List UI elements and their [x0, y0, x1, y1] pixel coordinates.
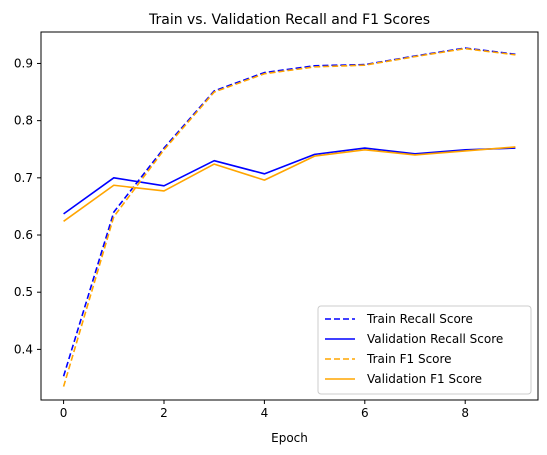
- legend-label: Validation F1 Score: [367, 372, 482, 386]
- y-tick-label: 0.6: [14, 228, 33, 242]
- y-tick-label: 0.7: [14, 171, 33, 185]
- y-tick-label: 0.5: [14, 285, 33, 299]
- legend: Train Recall Score Validation Recall Scor…: [317, 305, 532, 395]
- legend-label: Train F1 Score: [366, 352, 452, 366]
- y-tick-label: 0.9: [14, 56, 33, 70]
- y-tick-label: 0.4: [14, 342, 33, 356]
- x-tick-label: 6: [361, 406, 369, 420]
- x-axis-label: Epoch: [271, 431, 308, 445]
- x-tick-label: 8: [461, 406, 469, 420]
- series-line-validation-recall-score: [63, 147, 516, 215]
- x-tick-label: 4: [261, 406, 269, 420]
- x-tick-label: 0: [60, 406, 68, 420]
- series-line-validation-f1-score: [63, 146, 516, 222]
- x-axis: 0 2 4 6 8: [60, 400, 469, 420]
- plot-frame: [40, 31, 539, 401]
- chart-title: Train vs. Validation Recall and F1 Score…: [148, 12, 430, 28]
- plot-area: [40, 31, 539, 401]
- x-tick-label: 2: [160, 406, 168, 420]
- legend-label: Validation Recall Score: [367, 332, 503, 346]
- legend-frame: [317, 305, 532, 395]
- y-axis: 0.4 0.5 0.6 0.7 0.8 0.9: [14, 56, 41, 356]
- y-tick-label: 0.8: [14, 114, 33, 128]
- legend-label: Train Recall Score: [366, 312, 473, 326]
- series-layer: [62, 47, 516, 387]
- series-line-train-f1-score: [62, 47, 516, 387]
